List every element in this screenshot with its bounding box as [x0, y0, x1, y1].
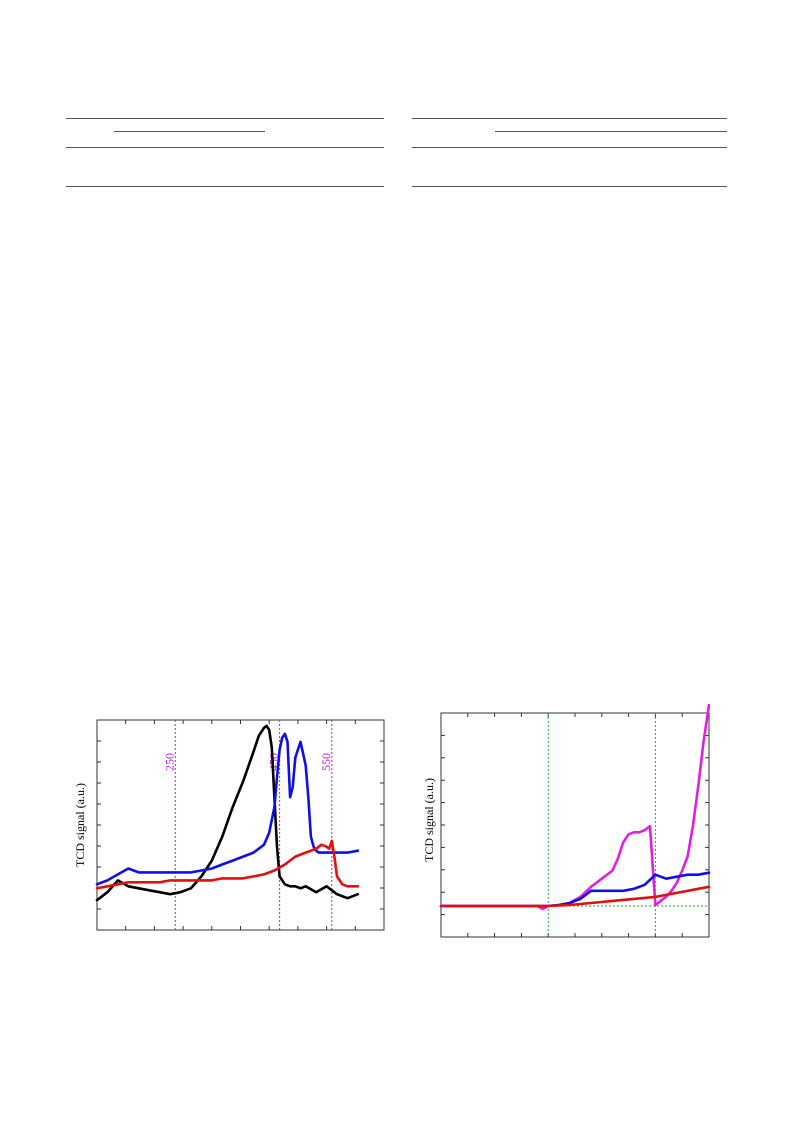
table-right-mid-rule	[412, 147, 727, 148]
y-axis-label: TCD signal (a.u.)	[73, 783, 87, 867]
series-line-blue	[439, 871, 711, 908]
series-line-magenta	[439, 703, 711, 911]
table-right-header-rule	[495, 131, 727, 132]
series-line-red	[439, 885, 711, 908]
reference-label: 250	[162, 753, 176, 771]
reference-label: 550	[319, 753, 333, 771]
table-right-top-rule	[412, 118, 727, 119]
table-left-bottom-rule	[66, 186, 384, 187]
reference-lines: 250 450 550	[162, 720, 333, 930]
table-left-header-rule	[114, 131, 265, 132]
series-line-red	[95, 839, 360, 890]
series-line-black	[95, 724, 360, 902]
y-axis-label: TCD signal (a.u.)	[422, 778, 436, 862]
plot-frame	[96, 719, 385, 931]
series-line-blue	[95, 732, 360, 886]
table-right-bottom-rule	[412, 186, 727, 187]
tick-marks	[96, 719, 385, 931]
table-left-top-rule	[66, 118, 384, 119]
series-group	[95, 724, 360, 902]
table-left-mid-rule	[66, 147, 384, 148]
tpr-chart-right: TCD signal (a.u.)	[422, 703, 711, 938]
tpr-chart-left: 250 450 550 TCD signal (a.u.)	[73, 719, 385, 931]
series-group	[439, 703, 711, 911]
